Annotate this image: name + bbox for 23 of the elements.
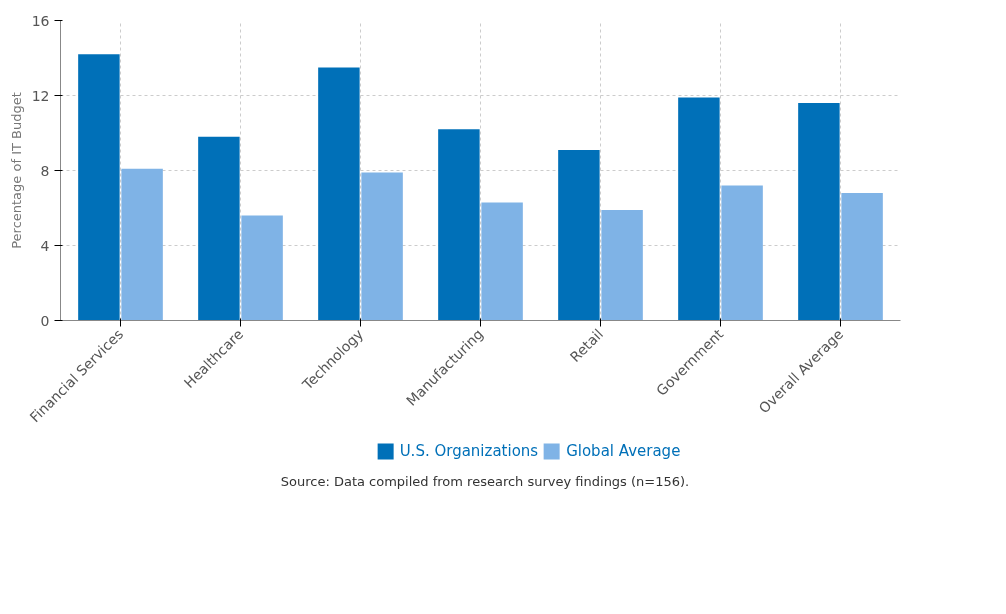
y-tick-label: 16 — [31, 12, 50, 29]
legend-label: U.S. Organizations — [399, 442, 539, 460]
y-axis-title: Percentage of IT Budget — [8, 92, 24, 249]
bar — [601, 209, 643, 321]
source-note: Source: Data compiled from research survey findings (n=156). — [280, 473, 690, 491]
bar — [678, 97, 720, 321]
bar — [438, 129, 480, 321]
bar — [198, 136, 240, 321]
y-tick-label: 8 — [40, 162, 50, 179]
bar — [481, 202, 523, 321]
bar — [721, 185, 763, 321]
y-tick-label: 0 — [40, 312, 50, 329]
y-tick-label: 4 — [40, 237, 50, 254]
bar — [558, 149, 600, 321]
legend-label: Global Average — [566, 442, 681, 460]
bar — [121, 168, 163, 321]
bar — [798, 103, 840, 321]
bar — [78, 54, 120, 321]
bar — [841, 193, 883, 321]
bar — [241, 215, 283, 321]
y-tick-label: 12 — [31, 87, 50, 104]
bar — [318, 67, 360, 321]
bar — [361, 172, 403, 321]
